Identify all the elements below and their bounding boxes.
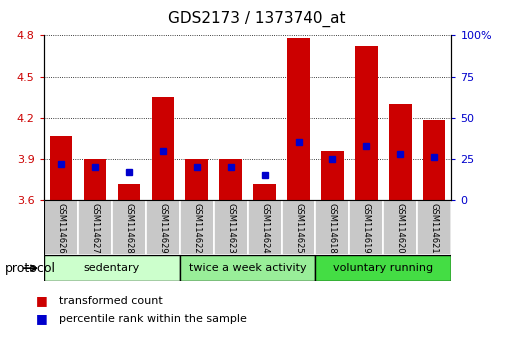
Bar	[220, 159, 242, 200]
Bar	[180, 200, 213, 255]
Bar	[247, 200, 282, 255]
Bar	[418, 200, 451, 255]
Bar	[44, 200, 77, 255]
Text: GSM114620: GSM114620	[396, 203, 405, 253]
Text: transformed count: transformed count	[59, 296, 163, 306]
Bar	[383, 200, 418, 255]
Bar	[282, 200, 315, 255]
Text: percentile rank within the sample: percentile rank within the sample	[59, 314, 247, 324]
Bar	[151, 97, 173, 200]
Text: GSM114624: GSM114624	[260, 203, 269, 253]
Text: sedentary: sedentary	[84, 263, 140, 273]
Text: GSM114623: GSM114623	[226, 203, 235, 253]
Text: GSM114622: GSM114622	[192, 203, 201, 253]
Bar	[315, 255, 451, 281]
Text: GDS2173 / 1373740_at: GDS2173 / 1373740_at	[168, 11, 345, 27]
Bar	[146, 200, 180, 255]
Bar	[287, 38, 309, 200]
Bar	[77, 200, 112, 255]
Bar	[389, 104, 411, 200]
Bar	[349, 200, 383, 255]
Bar	[356, 46, 378, 200]
Text: GSM114627: GSM114627	[90, 203, 99, 253]
Bar	[112, 200, 146, 255]
Bar	[180, 255, 315, 281]
Bar	[253, 183, 275, 200]
Text: GSM114629: GSM114629	[158, 203, 167, 253]
Bar	[322, 150, 344, 200]
Text: GSM114621: GSM114621	[430, 203, 439, 253]
Bar	[84, 159, 106, 200]
Text: GSM114619: GSM114619	[362, 203, 371, 253]
Bar	[315, 200, 349, 255]
Text: protocol: protocol	[5, 262, 56, 275]
Bar	[44, 255, 180, 281]
Text: ■: ■	[36, 312, 48, 325]
Text: GSM114618: GSM114618	[328, 203, 337, 253]
Text: twice a week activity: twice a week activity	[189, 263, 306, 273]
Text: GSM114626: GSM114626	[56, 203, 65, 253]
Text: GSM114628: GSM114628	[124, 203, 133, 253]
Text: GSM114625: GSM114625	[294, 203, 303, 253]
Bar	[186, 159, 208, 200]
Bar	[213, 200, 247, 255]
Bar	[423, 120, 445, 200]
Text: ■: ■	[36, 295, 48, 307]
Bar	[117, 183, 140, 200]
Text: voluntary running: voluntary running	[333, 263, 433, 273]
Bar	[50, 136, 72, 200]
